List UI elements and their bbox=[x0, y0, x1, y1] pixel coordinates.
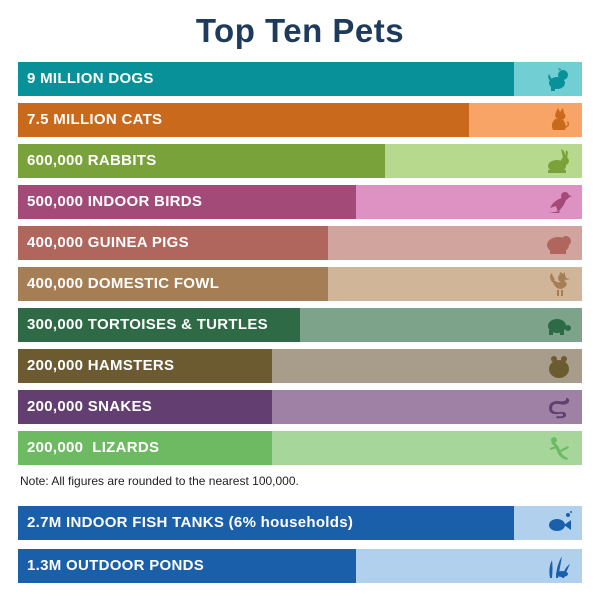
bar-fill bbox=[18, 506, 515, 540]
footnote: Note: All figures are rounded to the nea… bbox=[20, 474, 299, 488]
bar-label: 500,000 INDOOR BIRDS bbox=[27, 193, 203, 210]
bar-label: 1.3M OUTDOOR PONDS bbox=[27, 557, 205, 574]
guinea-pig-icon bbox=[547, 236, 571, 254]
bar-row: 400,000 GUINEA PIGS bbox=[18, 226, 582, 260]
bar-label: 200,000 SNAKES bbox=[27, 398, 153, 415]
bar-row: 1.3M OUTDOOR PONDS bbox=[18, 549, 582, 583]
rabbit-icon bbox=[548, 149, 569, 173]
bar-row: 500,000 INDOOR BIRDS bbox=[18, 185, 582, 219]
bar-fill bbox=[18, 103, 470, 137]
bar-fill bbox=[18, 308, 300, 342]
bar-fill bbox=[18, 431, 272, 465]
pond-plant-icon bbox=[549, 556, 570, 578]
bar-label: 400,000 GUINEA PIGS bbox=[27, 234, 189, 251]
bar-row: 7.5 MILLION CATS bbox=[18, 103, 582, 137]
bar-fill bbox=[18, 349, 272, 383]
bar-row: 200,000 LIZARDS bbox=[18, 431, 582, 465]
bar-row: 2.7M INDOOR FISH TANKS (6% households) bbox=[18, 506, 582, 540]
turtle-icon bbox=[548, 319, 571, 335]
snake-icon bbox=[549, 398, 570, 419]
bird-icon bbox=[549, 192, 572, 213]
bar-fill bbox=[18, 144, 385, 178]
bar-fill bbox=[18, 549, 357, 583]
dog-icon bbox=[548, 68, 568, 91]
fish-icon bbox=[549, 511, 572, 531]
bar-label: 2.7M INDOOR FISH TANKS (6% households) bbox=[27, 514, 354, 531]
bar-row: 600,000 RABBITS bbox=[18, 144, 582, 178]
lizard-icon bbox=[550, 437, 569, 460]
bar-label: 200,000 LIZARDS bbox=[27, 439, 160, 456]
hamster-icon bbox=[549, 356, 569, 378]
chart-title: Top Ten Pets bbox=[195, 12, 405, 49]
cat-icon bbox=[551, 108, 569, 130]
rooster-icon bbox=[550, 272, 570, 296]
bar-row: 200,000 SNAKES bbox=[18, 390, 582, 424]
bar-fill bbox=[18, 185, 357, 219]
bar-label: 7.5 MILLION CATS bbox=[27, 111, 163, 128]
bar-label: 600,000 RABBITS bbox=[27, 152, 157, 169]
bar-fill bbox=[18, 267, 329, 301]
bar-fill bbox=[18, 226, 329, 260]
bar-row: 200,000 HAMSTERS bbox=[18, 349, 582, 383]
bar-fill bbox=[18, 390, 272, 424]
bar-row: 400,000 DOMESTIC FOWL bbox=[18, 267, 582, 301]
bar-row: 300,000 TORTOISES & TURTLES bbox=[18, 308, 582, 342]
bar-label: 9 MILLION DOGS bbox=[27, 70, 154, 87]
bar-label: 400,000 DOMESTIC FOWL bbox=[27, 275, 220, 292]
bar-label: 300,000 TORTOISES & TURTLES bbox=[27, 316, 268, 333]
bar-fill bbox=[18, 62, 515, 96]
bar-label: 200,000 HAMSTERS bbox=[27, 357, 175, 374]
bar-row: 9 MILLION DOGS bbox=[18, 62, 582, 96]
